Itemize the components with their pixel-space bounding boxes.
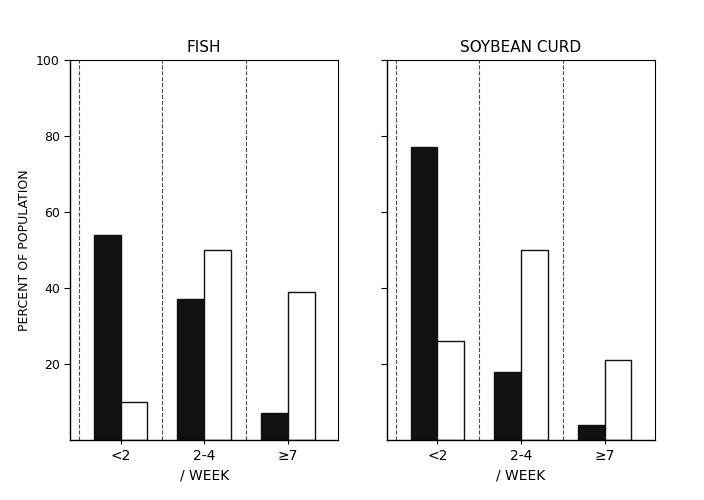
Bar bbox=[410, 148, 437, 440]
X-axis label: / WEEK: / WEEK bbox=[180, 468, 229, 482]
Bar bbox=[204, 250, 231, 440]
Bar bbox=[120, 402, 147, 440]
Bar bbox=[288, 292, 315, 440]
Bar bbox=[521, 250, 548, 440]
Bar bbox=[177, 300, 204, 440]
Bar bbox=[578, 425, 605, 440]
Title: SOYBEAN CURD: SOYBEAN CURD bbox=[460, 40, 582, 54]
Bar bbox=[494, 372, 521, 440]
Bar bbox=[605, 360, 631, 440]
Bar bbox=[437, 341, 464, 440]
Bar bbox=[261, 414, 288, 440]
Y-axis label: PERCENT OF POPULATION: PERCENT OF POPULATION bbox=[18, 169, 30, 331]
X-axis label: / WEEK: / WEEK bbox=[496, 468, 546, 482]
Title: FISH: FISH bbox=[187, 40, 222, 54]
Bar bbox=[94, 235, 120, 440]
